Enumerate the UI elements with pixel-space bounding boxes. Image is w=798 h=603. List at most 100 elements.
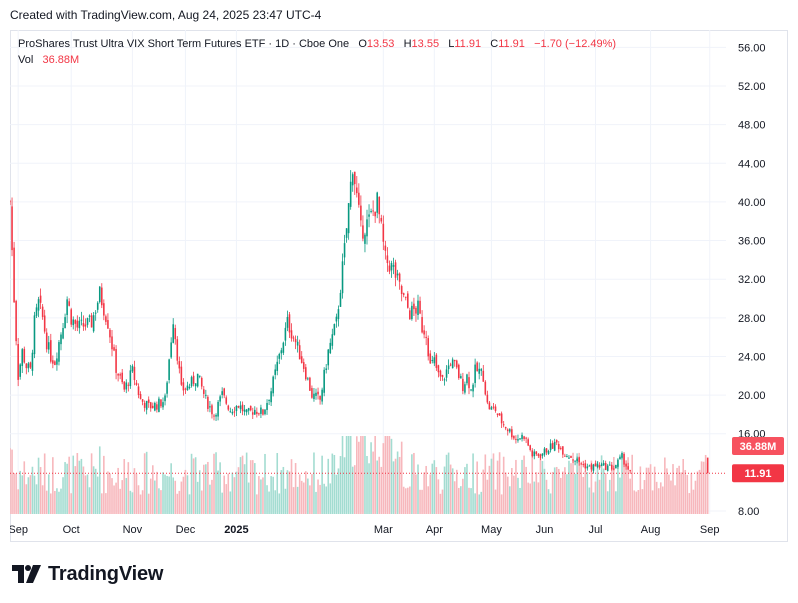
candle-body — [447, 365, 450, 370]
candle-body — [194, 383, 197, 387]
candle-body — [88, 315, 91, 317]
candle-body — [453, 359, 456, 362]
candle-body — [543, 448, 546, 455]
candle-body — [68, 301, 70, 306]
volume-bar — [437, 479, 440, 514]
volume-bar — [680, 472, 682, 514]
volume-bar — [305, 471, 307, 514]
candle-body — [413, 303, 415, 310]
volume-bar — [631, 454, 633, 514]
tradingview-logo[interactable]: TradingView — [12, 562, 163, 586]
candle-body — [29, 362, 32, 368]
volume-bar — [254, 463, 256, 514]
volume-bar — [335, 474, 338, 514]
volume-bar — [184, 469, 187, 514]
volume-bar — [370, 442, 372, 514]
candle-body — [511, 429, 513, 438]
candle-body — [15, 300, 17, 342]
candle-body — [466, 374, 468, 384]
candle-body — [174, 328, 177, 340]
candle-body — [604, 462, 607, 470]
candle-body — [619, 456, 621, 460]
candle-body — [323, 369, 325, 393]
volume-bar — [464, 467, 466, 514]
volume-bar — [476, 461, 478, 514]
volume-bar — [39, 467, 42, 514]
volume-bar — [529, 483, 531, 514]
x-tick-label: Aug — [641, 524, 661, 536]
candle-body — [300, 356, 303, 363]
volume-bar — [209, 484, 211, 514]
volume-bar — [276, 453, 279, 514]
candle-body — [288, 314, 291, 333]
candle-body — [139, 394, 142, 399]
volume-bar — [613, 456, 615, 514]
volume-bar — [402, 486, 405, 514]
volume-bar — [692, 489, 695, 514]
volume-bar — [468, 487, 470, 514]
candle-body — [160, 399, 162, 407]
candle-body — [101, 287, 103, 306]
candle-body — [568, 457, 570, 459]
candle-body — [564, 455, 566, 457]
volume-bar — [629, 478, 631, 514]
price-chart[interactable]: 56.00 52.00 48.00 44.00 40.00 36.00 32.00 28.00… — [10, 30, 788, 542]
candle-body — [506, 429, 509, 432]
volume-bar — [58, 491, 60, 514]
volume-bar — [192, 458, 195, 514]
candle-body — [311, 388, 313, 398]
volume-bar — [72, 455, 75, 514]
candle-body — [205, 394, 207, 396]
candle-body — [309, 377, 311, 391]
volume-bar — [243, 464, 246, 514]
volume-bar — [543, 468, 546, 514]
volume-bar — [421, 489, 423, 514]
candle-body — [278, 354, 281, 359]
candle-body — [135, 382, 138, 385]
candle-body — [19, 364, 21, 377]
volume-bar — [398, 456, 401, 514]
candle-body — [264, 409, 266, 415]
volume-bar — [17, 489, 19, 514]
volume-bar — [225, 484, 228, 514]
volume-bar — [25, 484, 28, 514]
candle-body — [121, 372, 123, 383]
volume-bar — [492, 453, 495, 514]
volume-bar — [288, 471, 291, 514]
y-tick-label: 28.00 — [738, 313, 766, 325]
legend-close-value: 11.91 — [498, 38, 525, 50]
volume-bar — [98, 446, 101, 514]
candle-body — [282, 342, 285, 353]
volume-bar — [200, 490, 203, 514]
candle-body — [429, 353, 432, 364]
volume-bar — [170, 463, 172, 514]
volume-bar — [227, 473, 230, 514]
volume-bar — [143, 453, 146, 514]
candle-body — [539, 454, 542, 458]
volume-bar — [76, 453, 79, 514]
volume-bar — [251, 460, 254, 514]
candle-body — [468, 377, 470, 389]
volume-bar — [103, 455, 105, 514]
volume-bar — [82, 466, 85, 514]
candle-body — [229, 411, 232, 413]
candle-body — [580, 463, 582, 465]
volume-bar — [125, 478, 128, 514]
legend-high-label: H — [403, 38, 412, 50]
volume-bar — [380, 466, 383, 514]
volume-bar — [429, 474, 432, 514]
volume-bar — [239, 457, 242, 514]
candle-body — [437, 365, 440, 373]
volume-bar — [182, 476, 185, 514]
volume-bar — [41, 485, 44, 514]
candle-body — [17, 344, 19, 380]
candle-body — [23, 348, 26, 363]
volume-bar — [458, 487, 460, 514]
volume-bar — [407, 487, 409, 514]
volume-bar — [280, 470, 283, 514]
candle-body — [13, 247, 15, 303]
candle-body — [476, 362, 478, 372]
volume-bar — [578, 452, 580, 514]
legend-low-label: L — [448, 38, 455, 50]
candle-body — [378, 196, 381, 215]
